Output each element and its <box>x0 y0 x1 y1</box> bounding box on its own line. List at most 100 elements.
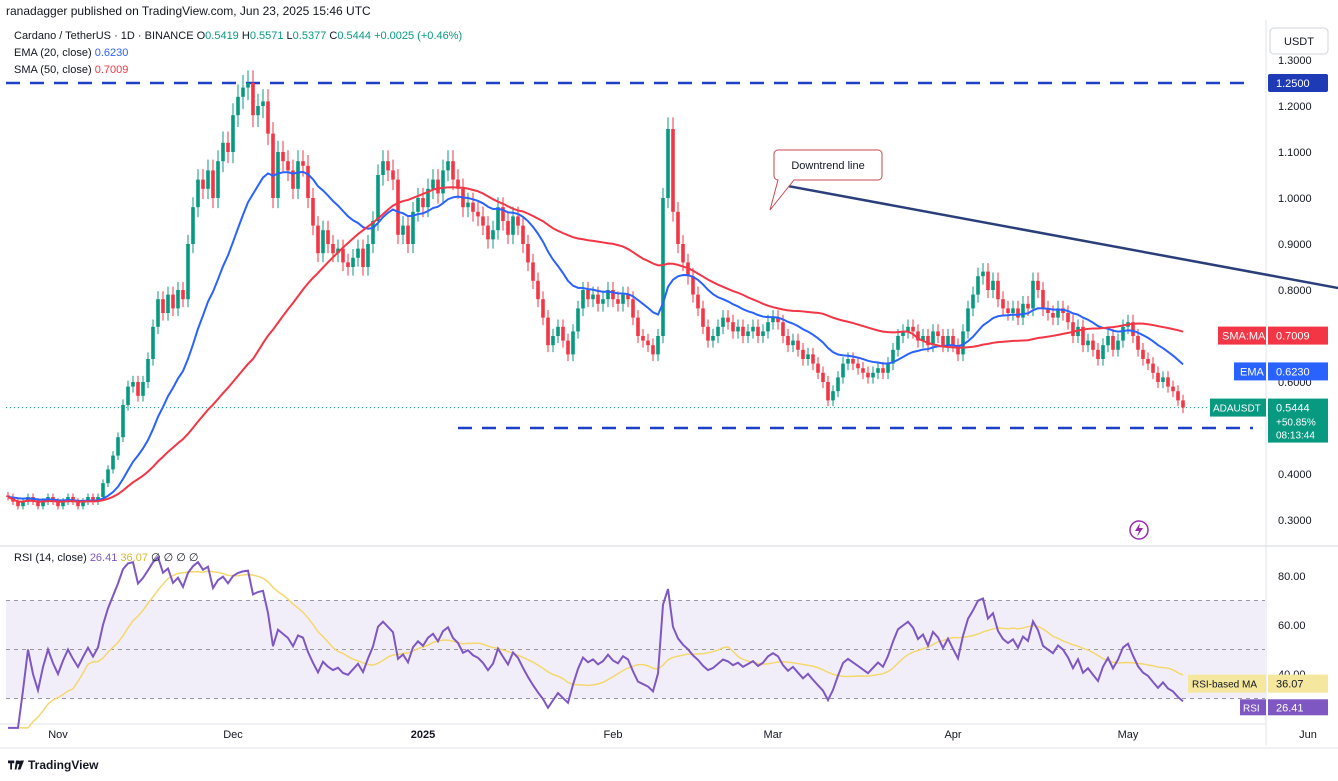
published-by-line: ranadagger published on TradingView.com,… <box>6 4 371 18</box>
candle-body <box>436 179 440 194</box>
candle-body <box>511 216 515 235</box>
candle-body <box>701 308 705 327</box>
last-price-symbol: ADAUSDT <box>1213 404 1261 415</box>
candle-body <box>386 161 390 171</box>
candle-body <box>571 331 575 355</box>
candle-body <box>196 179 200 208</box>
candle-body <box>121 405 125 438</box>
candle-body <box>1096 349 1100 359</box>
candle-body <box>396 179 400 235</box>
candle-body <box>441 170 445 194</box>
candle-body <box>116 437 120 456</box>
rsi-ma-axis-value-tag <box>1268 674 1328 693</box>
candle-body <box>996 280 1000 300</box>
price-tick-label: 1.1000 <box>1278 147 1312 159</box>
rsi-axis-tag-label: RSI <box>1243 703 1260 714</box>
candle-body <box>221 142 225 162</box>
candle-body <box>276 152 280 198</box>
candle-body <box>1106 336 1110 346</box>
sma-legend-label: SMA (50, close) <box>14 64 92 76</box>
candle-body <box>576 308 580 332</box>
close-value: 0.5444 <box>337 30 371 42</box>
high-value: 0.5571 <box>249 30 284 42</box>
candle-body <box>971 294 975 309</box>
candle-body <box>1116 340 1120 350</box>
candle-body <box>56 501 60 507</box>
candle-body <box>691 276 695 295</box>
candle-body <box>821 372 825 382</box>
candle-body <box>111 455 115 470</box>
candle-body <box>676 211 680 244</box>
candle-body <box>681 244 685 263</box>
candle-body <box>366 244 370 267</box>
time-tick-label: 2025 <box>411 729 435 741</box>
rsi-legend[interactable]: RSI (14, close) 26.41 36.07 ∅ ∅ ∅ ∅ <box>14 551 199 564</box>
open-value: 0.5419 <box>205 30 239 42</box>
candle-body <box>1036 280 1040 290</box>
tradingview-wordmark: TradingView <box>28 758 99 772</box>
candle-body <box>391 170 395 180</box>
symbol-legend[interactable]: Cardano / TetherUS · 1D · BINANCE O0.541… <box>14 30 462 42</box>
ema-legend-value: 0.6230 <box>94 47 129 59</box>
candle-body <box>891 349 895 364</box>
candle-body <box>746 331 750 336</box>
symbol-name[interactable]: Cardano / TetherUS · 1D · BINANCE <box>14 30 194 42</box>
candle-body <box>201 179 205 189</box>
price-pane <box>6 20 1265 545</box>
price-tick-label: 1.0000 <box>1278 193 1312 205</box>
candle-body <box>901 331 905 336</box>
level-price-tag <box>1268 74 1328 92</box>
rsi-ma-axis-tag <box>1188 674 1266 693</box>
candle-body <box>811 354 815 364</box>
candle-body <box>856 363 860 369</box>
candle-body <box>161 299 165 313</box>
candle-body <box>81 501 85 507</box>
candle-body <box>871 372 875 378</box>
candle-body <box>591 294 595 300</box>
candle-body <box>61 501 65 507</box>
low-label: L <box>286 30 293 42</box>
tradingview-footer[interactable]: TradingView <box>8 758 98 772</box>
candle-body <box>796 340 800 350</box>
candle-body <box>1051 313 1055 318</box>
sma-legend[interactable]: SMA (50, close) 0.7009 <box>14 64 128 76</box>
candle-body <box>301 161 305 166</box>
candle-body <box>561 326 565 341</box>
candle-body <box>281 152 285 162</box>
candle-body <box>896 336 900 350</box>
candle-body <box>661 198 665 336</box>
candle-body <box>651 345 655 355</box>
ema-axis-value: 0.6230 <box>1276 366 1310 378</box>
candle-body <box>731 322 735 332</box>
candle-body <box>956 345 960 355</box>
candle-body <box>736 326 740 332</box>
candle-body <box>126 386 130 405</box>
ema-axis-tag <box>1234 362 1266 381</box>
candle-body <box>601 299 605 304</box>
candle-body <box>171 294 175 309</box>
candle-body <box>1011 308 1015 313</box>
candle-body <box>541 299 545 318</box>
candle-body <box>981 271 985 277</box>
candle-body <box>431 179 435 189</box>
candle-body <box>886 363 890 373</box>
candle-body <box>906 326 910 332</box>
rsi-tick-label: 80.00 <box>1278 571 1306 583</box>
rsi-legend-label: RSI (14, close) <box>14 552 87 564</box>
candle-body <box>1146 359 1150 364</box>
candle-body <box>866 372 870 378</box>
change-value: +0.0025 (+0.46%) <box>374 30 463 42</box>
candle-body <box>536 280 540 300</box>
open-label: O <box>196 30 206 42</box>
price-tick-label: 1.2000 <box>1278 101 1312 113</box>
candle-body <box>306 165 310 198</box>
time-tick-label: May <box>1118 729 1139 741</box>
candle-body <box>446 161 450 171</box>
ema-legend[interactable]: EMA (20, close) 0.6230 <box>14 47 128 59</box>
candle-body <box>1171 386 1175 392</box>
candle-body <box>881 368 885 373</box>
candle-body <box>516 216 520 226</box>
candle-body <box>926 336 930 346</box>
candle-body <box>846 359 850 364</box>
